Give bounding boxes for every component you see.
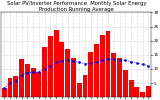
Bar [71,58,76,97]
Bar [31,68,36,97]
Bar [88,52,93,97]
Bar [65,49,70,97]
Bar [13,76,18,97]
Bar [129,80,134,97]
Bar [146,86,151,97]
Bar [140,92,145,97]
Bar [117,58,122,97]
Bar [83,75,87,97]
Title: Solar PV/Inverter Performance  Monthly Solar Energy Production Running Average: Solar PV/Inverter Performance Monthly So… [7,1,146,12]
Bar [123,70,128,97]
Bar [60,42,64,97]
Bar [36,72,41,97]
Bar [48,36,53,97]
Bar [77,82,82,97]
Bar [2,88,7,97]
Bar [100,34,105,97]
Bar [25,64,30,97]
Bar [106,31,111,97]
Bar [42,47,47,97]
Bar [94,44,99,97]
Bar [8,78,12,97]
Bar [111,53,116,97]
Bar [134,87,139,97]
Bar [19,59,24,97]
Bar [54,30,59,97]
